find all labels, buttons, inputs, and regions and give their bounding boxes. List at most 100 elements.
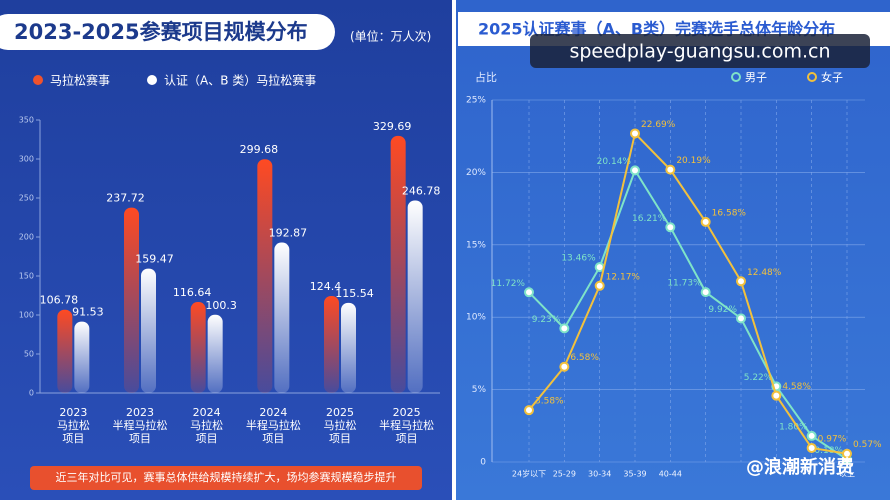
y-tick-label: 20% — [466, 168, 486, 178]
value-label: 12.48% — [747, 268, 782, 278]
y-tick-label: 25% — [466, 96, 486, 106]
bar — [324, 295, 339, 393]
y-label: 占比 — [475, 70, 497, 84]
legend-label: 女子 — [821, 70, 843, 84]
point — [736, 276, 746, 287]
value-label: 16.21% — [632, 214, 667, 224]
x-tick-label: 25-29 — [553, 470, 576, 479]
bar — [390, 135, 406, 393]
x-tick-label: 项目 — [262, 432, 284, 445]
bar — [74, 321, 90, 393]
point — [559, 323, 570, 334]
value-label: 11.73% — [667, 279, 702, 289]
y-tick-label: 10% — [466, 313, 486, 323]
legend-label: 马拉松赛事 — [50, 73, 110, 88]
bar — [190, 302, 206, 393]
x-tick-label: 以上 — [839, 470, 855, 479]
right-title: 2025认证赛事（A、B类）完赛选手总体年龄分布 — [478, 20, 835, 39]
value-label: 192.87 — [269, 227, 308, 240]
value-label: 13.46% — [561, 254, 596, 264]
point — [524, 287, 534, 298]
point — [665, 164, 676, 175]
value-label: 237.72 — [106, 192, 145, 205]
left-title: 2023-2025参赛项目规模分布 — [14, 20, 308, 44]
line — [528, 131, 848, 455]
bar — [341, 302, 356, 393]
note: 近三年对比可见，赛事总体供给规模持续扩大，场均参赛规模稳步提升 — [56, 470, 397, 484]
point — [700, 287, 711, 298]
value-label: 3.58% — [535, 397, 564, 407]
y-tick-label: 5% — [472, 385, 487, 395]
x-tick-label: 项目 — [129, 432, 151, 445]
x-tick-label: 35-39 — [623, 470, 646, 479]
value-label: 22.69% — [641, 120, 676, 130]
value-label: 124.4 — [310, 280, 342, 293]
value-label: 9.23% — [532, 315, 561, 325]
point — [771, 390, 782, 401]
watermark: @浪潮新消费 — [746, 456, 854, 478]
value-label: 11.72% — [491, 279, 526, 289]
value-label: 100.3 — [205, 299, 237, 312]
value-label: 1.80% — [779, 422, 808, 432]
point — [630, 128, 640, 139]
y-tick-label: 300 — [19, 155, 34, 164]
bar — [124, 207, 139, 393]
x-tick-label: 半程马拉松 — [246, 418, 301, 432]
value-label: 12.17% — [606, 272, 641, 282]
value-label: 299.68 — [240, 143, 279, 156]
x-tick-label: 2025 — [326, 406, 354, 419]
point — [842, 448, 852, 459]
value-label: 329.69 — [373, 120, 412, 133]
point — [665, 222, 676, 233]
watermark-bg — [530, 34, 870, 68]
value-label: 106.78 — [40, 294, 79, 307]
bar — [257, 159, 273, 393]
bar — [274, 242, 290, 393]
value-label: 159.47 — [135, 253, 174, 266]
point — [700, 216, 711, 227]
x-tick-label: 2023 — [59, 406, 87, 419]
y-tick-label: 200 — [19, 233, 34, 242]
y-tick-label: 250 — [19, 194, 34, 203]
value-label: 116.64 — [173, 286, 212, 299]
bar — [57, 309, 73, 393]
value-label: 0.97% — [818, 434, 847, 444]
note-bg — [30, 466, 422, 490]
x-tick-label: 项目 — [196, 432, 218, 445]
x-tick-label: 2023 — [126, 406, 154, 419]
x-tick-label: 半程马拉松 — [379, 418, 434, 432]
watermark: speedplay-guangsu.com.cn — [569, 41, 830, 63]
x-tick-label: 2024 — [259, 406, 287, 419]
legend-label: 男子 — [745, 71, 767, 84]
value-label: 16.58% — [712, 208, 747, 218]
bar — [407, 200, 423, 393]
left-panel — [0, 0, 452, 500]
value-label: 246.78 — [402, 185, 441, 198]
y-tick-label: 350 — [19, 116, 34, 125]
legend-marker — [147, 75, 157, 85]
legend-marker — [33, 75, 43, 85]
x-tick-label: 马拉松 — [57, 418, 90, 432]
point — [559, 361, 570, 372]
bar — [141, 268, 156, 393]
right-panel — [456, 0, 890, 500]
point — [806, 442, 817, 453]
point — [524, 405, 534, 416]
x-tick-label: 项目 — [62, 432, 84, 445]
legend-marker — [807, 72, 817, 82]
y-tick-label: 100 — [19, 311, 34, 320]
value-label: 0.57% — [853, 440, 882, 450]
left-title-bg — [0, 14, 335, 50]
x-tick-label: 40-44 — [659, 470, 682, 479]
value-label: 20.19% — [676, 156, 711, 166]
value-label: 91.53 — [72, 306, 104, 319]
x-tick-label: 30-34 — [588, 470, 611, 479]
point — [630, 165, 640, 176]
y-tick-label: 15% — [466, 240, 486, 250]
x-tick-label: 半程马拉松 — [113, 418, 168, 432]
x-tick-label: 2025 — [393, 406, 421, 419]
bar — [207, 314, 223, 393]
value-label: 20.14% — [597, 157, 632, 167]
point — [806, 430, 817, 441]
